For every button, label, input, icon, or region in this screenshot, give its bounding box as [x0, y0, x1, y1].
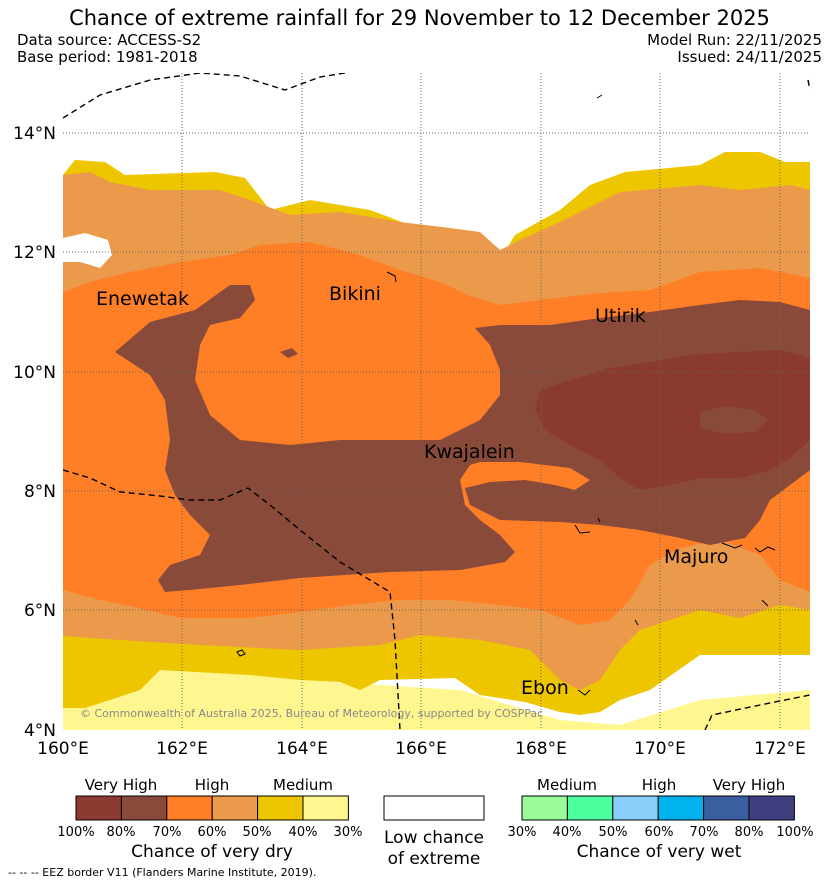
legend-wet-heading: Very High: [713, 776, 786, 794]
x-tick-label: 172°E: [754, 739, 806, 759]
y-tick-label: 12°N: [13, 243, 56, 263]
eez-footnote: -- -- -- EEZ border V11 (Flanders Marine…: [8, 866, 317, 879]
legend-dry-swatch: [302, 795, 349, 821]
legend-dry-pct: 80%: [107, 825, 136, 840]
contour-70-80-inner: [700, 406, 768, 434]
place-label-bikini: Bikini: [329, 283, 381, 305]
model-run-label: Model Run: 22/11/2025: [647, 31, 822, 49]
legend-dry-pct: 60%: [198, 825, 227, 840]
legend-dry-pct: 70%: [153, 825, 182, 840]
x-tick-label: 160°E: [37, 739, 89, 759]
legend-dry-pct: 30%: [334, 825, 363, 840]
legend-dry-swatch: [120, 795, 168, 821]
legend-wet-pct: 70%: [690, 825, 719, 840]
eez-border: [63, 73, 810, 730]
copyright-notice: © Commonwealth of Australia 2025, Bureau…: [80, 707, 543, 720]
legend-wet-swatch: [703, 795, 750, 821]
legend-wet-pct: 50%: [599, 825, 628, 840]
legend-low-chance: Low chance of extreme: [383, 795, 485, 869]
legend-low-caption: Low chance: [384, 828, 484, 848]
contour-30-40-dry: [63, 640, 810, 730]
legend-wet-caption: Chance of very wet: [577, 842, 742, 862]
contour-80-100-dry: [535, 350, 810, 490]
contour-low-chance-hole: [63, 233, 112, 268]
legend-dry-swatches: [75, 795, 349, 821]
legend-dry-swatch: [211, 795, 259, 821]
x-tick-label: 166°E: [395, 739, 447, 759]
contour-70-80-dry: [115, 285, 810, 592]
legend-dry: Very High High Medium 100% 80% 70% 60% 5…: [57, 776, 362, 862]
place-label-ebon: Ebon: [521, 677, 569, 699]
legend-wet-swatch: [657, 795, 705, 821]
x-tick-label: 170°E: [634, 739, 686, 759]
coastlines: [236, 94, 776, 696]
place-label-utirik: Utirik: [595, 305, 646, 327]
legend-wet-swatch: [566, 795, 614, 821]
legend-low-caption: of extreme: [388, 849, 481, 869]
legend-wet-swatches: [521, 795, 795, 821]
legend-dry-heading: Very High: [85, 776, 158, 794]
legend-wet-swatch: [612, 795, 659, 821]
legend-dry-caption: Chance of very dry: [131, 842, 293, 862]
legend-wet-heading: High: [642, 776, 676, 794]
y-tick-label: 6°N: [24, 601, 56, 621]
y-tick-label: 14°N: [13, 124, 56, 144]
legend-dry-swatch: [75, 795, 122, 821]
legend-dry-pct: 100%: [57, 825, 94, 840]
legend-wet-pct: 60%: [645, 825, 674, 840]
place-label-enewetak: Enewetak: [96, 288, 189, 310]
legend-wet-pct: 40%: [553, 825, 582, 840]
rainfall-contours: [63, 152, 810, 730]
x-tick-label: 162°E: [156, 739, 208, 759]
legend-dry-pct: 40%: [289, 825, 318, 840]
y-tick-label: 10°N: [13, 363, 56, 383]
x-tick-label: 164°E: [276, 739, 328, 759]
legend-dry-pct: 50%: [243, 825, 272, 840]
legend-dry-heading: High: [195, 776, 229, 794]
y-tick-label: 4°N: [24, 721, 56, 741]
legend-wet-heading: Medium: [537, 776, 597, 794]
x-tick-label: 168°E: [515, 739, 567, 759]
legend-dry-swatch: [257, 795, 304, 821]
legend-low-swatch: [383, 795, 485, 821]
legend-wet-swatch: [521, 795, 568, 821]
y-tick-label: 8°N: [24, 482, 56, 502]
contour-50-60-island: [120, 218, 145, 230]
map-title: Chance of extreme rainfall for 29 Novemb…: [69, 6, 770, 30]
place-label-kwajalein: Kwajalein: [424, 441, 515, 463]
legend-wet-pct: 80%: [735, 825, 764, 840]
legend-dry-heading: Medium: [273, 776, 333, 794]
legend-dry-swatch: [166, 795, 213, 821]
legend-wet: Medium High Very High 30% 40% 50% 60% 70…: [508, 776, 814, 862]
x-axis-ticks: 160°E 162°E 164°E 166°E 168°E 170°E 172°…: [37, 739, 806, 759]
data-source-label: Data source: ACCESS-S2: [17, 31, 202, 49]
y-axis-ticks: 4°N 6°N 8°N 10°N 12°N 14°N: [13, 124, 56, 741]
issued-label: Issued: 24/11/2025: [677, 48, 822, 66]
legend-wet-pct: 30%: [508, 825, 537, 840]
place-label-majuro: Majuro: [664, 546, 728, 568]
contour-70-80-islet: [280, 348, 298, 358]
legend-wet-pct: 100%: [776, 825, 813, 840]
base-period-label: Base period: 1981-2018: [17, 48, 198, 66]
legend-wet-swatch: [748, 795, 795, 821]
